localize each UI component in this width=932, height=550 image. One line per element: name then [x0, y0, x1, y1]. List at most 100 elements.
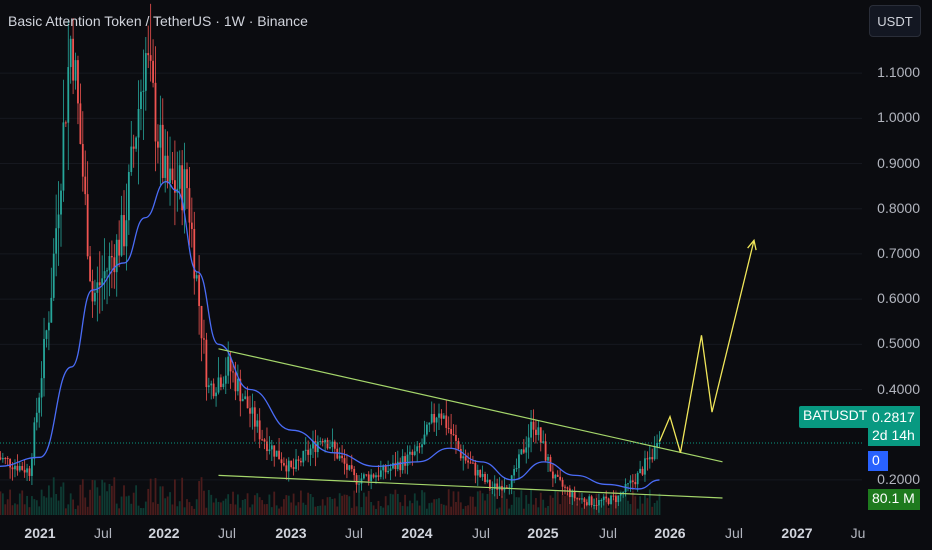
projection-path[interactable]	[658, 240, 755, 453]
candle-body	[154, 82, 157, 142]
volume-bar	[103, 482, 106, 515]
candle-body	[52, 253, 55, 298]
volume-bar	[329, 496, 331, 515]
volume-bar	[537, 507, 540, 515]
candle-body	[614, 496, 617, 503]
volume-bar	[401, 505, 404, 515]
candle-body	[278, 450, 280, 460]
candle-body	[464, 456, 467, 461]
volume-bar	[222, 500, 225, 515]
candle-body	[595, 504, 598, 506]
candle-body	[355, 475, 358, 485]
volume-bar	[28, 507, 31, 515]
volume-bar	[389, 493, 392, 515]
candle-body	[152, 60, 154, 83]
candle-body	[459, 448, 462, 459]
candle-body	[440, 413, 443, 419]
price-label: 0.9000	[877, 154, 920, 171]
volume-bar	[302, 502, 305, 515]
volume-bar	[120, 496, 123, 515]
volume-bar	[527, 503, 530, 515]
volume-bar	[246, 493, 249, 515]
volume-bar	[467, 505, 469, 515]
volume-bar	[442, 504, 445, 515]
candle-body	[409, 451, 411, 455]
candle-body	[84, 176, 87, 195]
candle-body	[612, 495, 615, 497]
volume-bar	[430, 502, 433, 515]
volume-bar	[605, 498, 608, 515]
volume-bar	[270, 507, 273, 515]
volume-bar	[67, 504, 70, 515]
candle-body	[224, 375, 227, 384]
volume-bar	[513, 490, 516, 515]
candle-body	[438, 413, 440, 418]
candle-body	[435, 417, 438, 423]
candle-body	[646, 458, 649, 460]
candle-body	[653, 447, 656, 460]
candle-body	[273, 445, 276, 457]
volume-bar	[498, 507, 501, 515]
volume-bar	[321, 499, 324, 515]
volume-bar	[164, 498, 167, 515]
candle-body	[69, 38, 72, 68]
candle-body	[246, 396, 249, 409]
volume-bar	[283, 499, 285, 515]
volume-bar	[292, 493, 295, 515]
volume-bar	[481, 493, 484, 515]
candle-body	[18, 466, 21, 471]
volume-bar	[646, 498, 649, 515]
candle-body	[135, 137, 138, 149]
candle-body	[132, 146, 135, 149]
volume-tag: 80.1 M	[868, 489, 920, 510]
candles	[0, 3, 661, 513]
candle-body	[275, 450, 278, 457]
volume-bar	[450, 506, 453, 515]
volume-bar	[387, 505, 390, 515]
volume-bar	[634, 496, 637, 515]
candle-body	[350, 465, 353, 469]
volume-bar	[440, 503, 443, 515]
candle-body	[203, 338, 205, 340]
candle-body	[551, 471, 554, 479]
volume-bar	[215, 498, 217, 515]
volume-bar	[476, 491, 479, 515]
candle-body	[539, 427, 542, 443]
candle-body	[127, 171, 130, 221]
volume-bar	[173, 479, 176, 515]
volume-bar	[346, 494, 348, 515]
lower-trendline[interactable]	[218, 474, 723, 499]
volume-bar	[447, 489, 450, 515]
candle-body	[588, 496, 591, 506]
candle-body	[23, 469, 26, 473]
candle-body	[261, 439, 264, 441]
candle-body	[140, 91, 142, 109]
candle-body	[304, 449, 307, 451]
candle-body	[648, 457, 651, 460]
candle-body	[94, 292, 96, 302]
volume-bar	[190, 506, 193, 515]
volume-bar	[157, 503, 159, 515]
volume-bar	[607, 507, 610, 515]
candle-body	[215, 392, 217, 397]
currency-button[interactable]: USDT	[869, 5, 921, 37]
volume-bar	[573, 492, 576, 515]
candle-body	[607, 498, 610, 505]
candle-body	[404, 456, 406, 466]
volume-bar	[396, 493, 399, 515]
upper-trendline[interactable]	[218, 348, 723, 463]
volume-bar	[278, 508, 280, 515]
candle-body	[96, 282, 99, 293]
volume-bar	[653, 502, 656, 515]
volume-bar	[125, 496, 128, 515]
price-label: 0.5000	[877, 335, 920, 352]
candle-body	[101, 278, 104, 286]
volume-bar	[285, 495, 288, 515]
volume-bar	[464, 506, 467, 515]
time-label: 2026	[654, 525, 686, 541]
candle-body	[392, 462, 394, 469]
volume-bar	[418, 505, 421, 515]
volume-bar	[416, 500, 419, 515]
candle-body	[239, 378, 242, 402]
